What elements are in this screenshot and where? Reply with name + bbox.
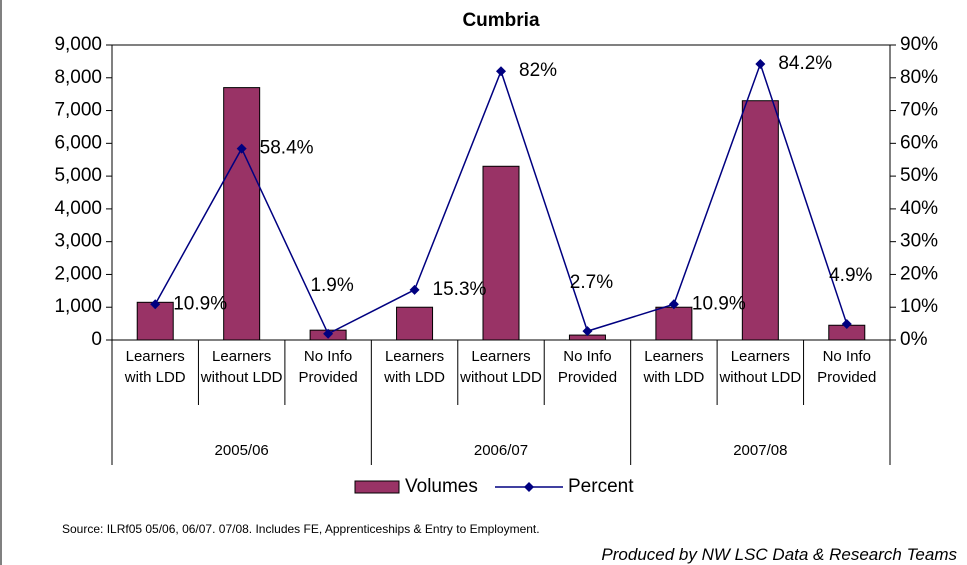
bar <box>482 165 520 341</box>
marker <box>236 143 247 154</box>
data-label: 10.9% <box>173 293 227 314</box>
x-tick-label: No Info Provided <box>557 348 618 386</box>
marker <box>841 318 852 329</box>
data-label: 4.9% <box>829 265 872 286</box>
y-tick-label: 6,000 <box>54 132 102 153</box>
marker <box>323 328 334 339</box>
y-tick-label: 1,000 <box>54 296 102 317</box>
data-label: 82% <box>519 60 557 81</box>
y-tick-label: 7,000 <box>54 100 102 121</box>
y-tick-label: 5,000 <box>54 165 102 186</box>
bar <box>655 306 693 341</box>
y2-tick-label: 80% <box>900 67 938 88</box>
legend-swatch <box>354 480 400 494</box>
marker <box>496 66 506 77</box>
y2-tick-label: 20% <box>900 263 938 284</box>
x-tick-label: No Info Provided <box>817 348 877 386</box>
legend-marker <box>524 482 534 492</box>
marker <box>582 326 593 337</box>
legend-label: Volumes <box>405 476 478 497</box>
bar <box>741 100 779 341</box>
x-tick-label: Learners with LDD <box>124 348 186 386</box>
y2-tick-label: 40% <box>900 198 938 219</box>
chart-title: Cumbria <box>462 10 540 31</box>
y2-tick-label: 0% <box>900 329 928 350</box>
x-tick-label: Learners with LDD <box>643 348 705 386</box>
x-tick-label: Learners without LDD <box>200 348 283 386</box>
y-tick-label: 4,000 <box>54 198 102 219</box>
bar <box>396 306 434 341</box>
data-label: 84.2% <box>778 53 832 74</box>
marker <box>150 299 161 310</box>
y2-tick-label: 50% <box>900 165 938 186</box>
y2-tick-label: 60% <box>900 132 938 153</box>
x-tick-label: Learners with LDD <box>384 348 445 386</box>
marker <box>755 59 766 70</box>
y2-tick-label: 10% <box>900 296 938 317</box>
x-tick-label: Learners without LDD <box>719 348 802 386</box>
y-tick-label: 3,000 <box>54 231 102 252</box>
marker <box>409 284 420 295</box>
y2-tick-label: 30% <box>900 231 938 252</box>
data-label: 2.7% <box>570 272 613 293</box>
y-tick-label: 9,000 <box>54 34 102 55</box>
y2-tick-label: 70% <box>900 100 938 121</box>
data-label: 1.9% <box>310 275 353 296</box>
y-tick-label: 8,000 <box>54 67 102 88</box>
marker <box>668 299 679 310</box>
source-note: Source: ILRf05 05/06, 06/07. 07/08. Incl… <box>62 522 540 536</box>
bar <box>223 87 261 341</box>
group-label: 2007/08 <box>733 442 787 459</box>
y-tick-label: 2,000 <box>54 263 102 284</box>
group-label: 2006/07 <box>474 442 528 459</box>
x-tick-label: Learners without LDD <box>460 348 542 386</box>
x-tick-label: No Info Provided <box>298 348 358 386</box>
data-label: 10.9% <box>692 293 746 314</box>
y2-tick-label: 90% <box>900 34 938 55</box>
data-label: 15.3% <box>433 279 487 300</box>
group-label: 2005/06 <box>215 442 269 459</box>
credit: Produced by NW LSC Data & Research Teams <box>601 545 957 564</box>
y-tick-label: 0 <box>91 329 102 350</box>
data-label: 58.4% <box>260 138 314 159</box>
legend-label: Percent <box>568 476 634 497</box>
